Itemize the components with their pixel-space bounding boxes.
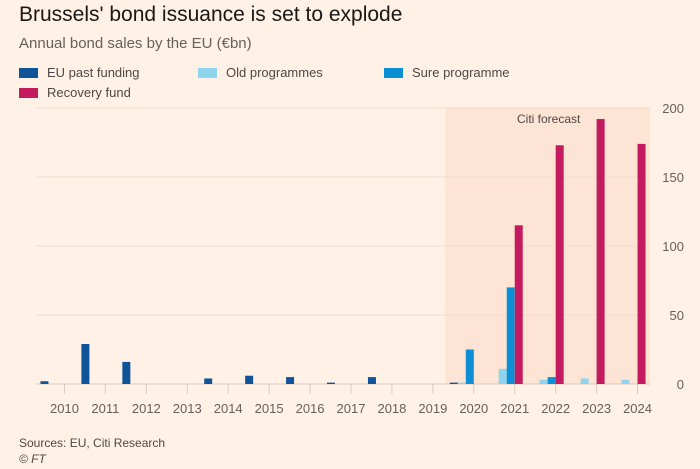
bar-eu-past-funding-2011 (81, 343, 90, 384)
forecast-label: Citi forecast (517, 112, 581, 126)
y-tick-label: 50 (670, 308, 684, 323)
x-tick-label: 2014 (214, 401, 243, 416)
bar-sure-programme-2021 (506, 287, 515, 384)
legend-item-sure-programme: Sure programme (384, 65, 510, 80)
x-tick-label: 2019 (418, 401, 447, 416)
x-tick-label: 2020 (459, 401, 488, 416)
bar-eu-past-funding-2016 (286, 377, 295, 384)
x-tick-label: 2023 (582, 401, 611, 416)
bar-old-programmes-2024 (621, 379, 630, 384)
source-note: Sources: EU, Citi Research (19, 436, 166, 450)
y-tick-label: 100 (662, 239, 684, 254)
bar-old-programmes-2020 (457, 382, 466, 384)
y-tick-label: 0 (677, 377, 684, 392)
bar-eu-past-funding-2014 (204, 378, 213, 384)
bar-eu-past-funding-2020 (449, 382, 458, 384)
bar-sure-programme-2020 (465, 349, 474, 384)
x-tick-label: 2024 (623, 401, 652, 416)
bar-recovery-fund-2021 (514, 225, 523, 384)
bar-eu-past-funding-2017 (327, 382, 335, 384)
legend-label: EU past funding (47, 65, 140, 80)
x-tick-label: 2022 (541, 401, 570, 416)
bar-old-programmes-2022 (539, 379, 548, 384)
bar-eu-past-funding-2012 (122, 361, 131, 384)
x-tick-label: 2011 (91, 401, 119, 416)
x-tick-label: 2012 (132, 401, 161, 416)
x-tick-label: 2015 (255, 401, 284, 416)
legend-swatch (19, 67, 38, 78)
bar-eu-past-funding-2018 (367, 377, 376, 384)
legend-swatch (198, 67, 217, 78)
x-tick-label: 2017 (337, 401, 366, 416)
legend-label: Sure programme (412, 65, 510, 80)
bar-sure-programme-2022 (547, 377, 556, 384)
legend-item-eu-past-funding: EU past funding (19, 65, 140, 80)
x-tick-label: 2010 (50, 401, 79, 416)
legend-label: Recovery fund (47, 85, 131, 100)
copyright: © FT (19, 452, 46, 466)
x-tick-label: 2018 (377, 401, 406, 416)
y-tick-label: 150 (662, 170, 684, 185)
bar-old-programmes-2023 (580, 378, 589, 384)
legend-item-old-programmes: Old programmes (198, 65, 323, 80)
bar-eu-past-funding-2010 (40, 381, 49, 384)
x-tick-label: 2016 (296, 401, 325, 416)
x-tick-label: 2013 (173, 401, 202, 416)
legend-swatch (19, 87, 38, 98)
bar-old-programmes-2021 (498, 368, 507, 384)
chart-title: Brussels' bond issuance is set to explod… (19, 3, 403, 26)
bar-eu-past-funding-2015 (245, 375, 254, 384)
x-tick-label: 2021 (500, 401, 529, 416)
legend-item-recovery-fund: Recovery fund (19, 85, 131, 100)
bar-recovery-fund-2022 (555, 145, 564, 384)
legend-label: Old programmes (226, 65, 323, 80)
y-tick-label: 200 (662, 101, 684, 116)
chart-subtitle: Annual bond sales by the EU (€bn) (19, 35, 252, 52)
bar-recovery-fund-2023 (596, 119, 605, 384)
bar-recovery-fund-2024 (637, 143, 646, 384)
legend-swatch (384, 67, 403, 78)
